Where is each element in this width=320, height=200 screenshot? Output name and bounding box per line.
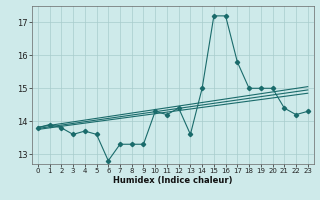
X-axis label: Humidex (Indice chaleur): Humidex (Indice chaleur) xyxy=(113,176,233,185)
